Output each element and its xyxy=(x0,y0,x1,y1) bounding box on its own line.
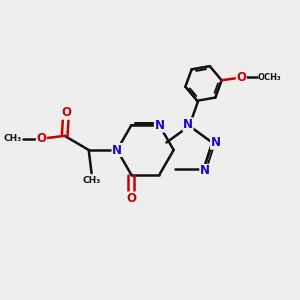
Text: O: O xyxy=(126,192,136,205)
Text: N: N xyxy=(112,143,122,157)
Text: N: N xyxy=(154,119,164,132)
Text: CH₃: CH₃ xyxy=(82,176,101,185)
Text: CH₃: CH₃ xyxy=(3,134,22,143)
Text: O: O xyxy=(236,71,246,84)
Text: OCH₃: OCH₃ xyxy=(257,73,281,82)
Text: O: O xyxy=(37,132,46,145)
Text: N: N xyxy=(183,118,193,131)
Text: O: O xyxy=(61,106,71,119)
Text: N: N xyxy=(200,164,210,177)
Text: N: N xyxy=(211,136,220,149)
